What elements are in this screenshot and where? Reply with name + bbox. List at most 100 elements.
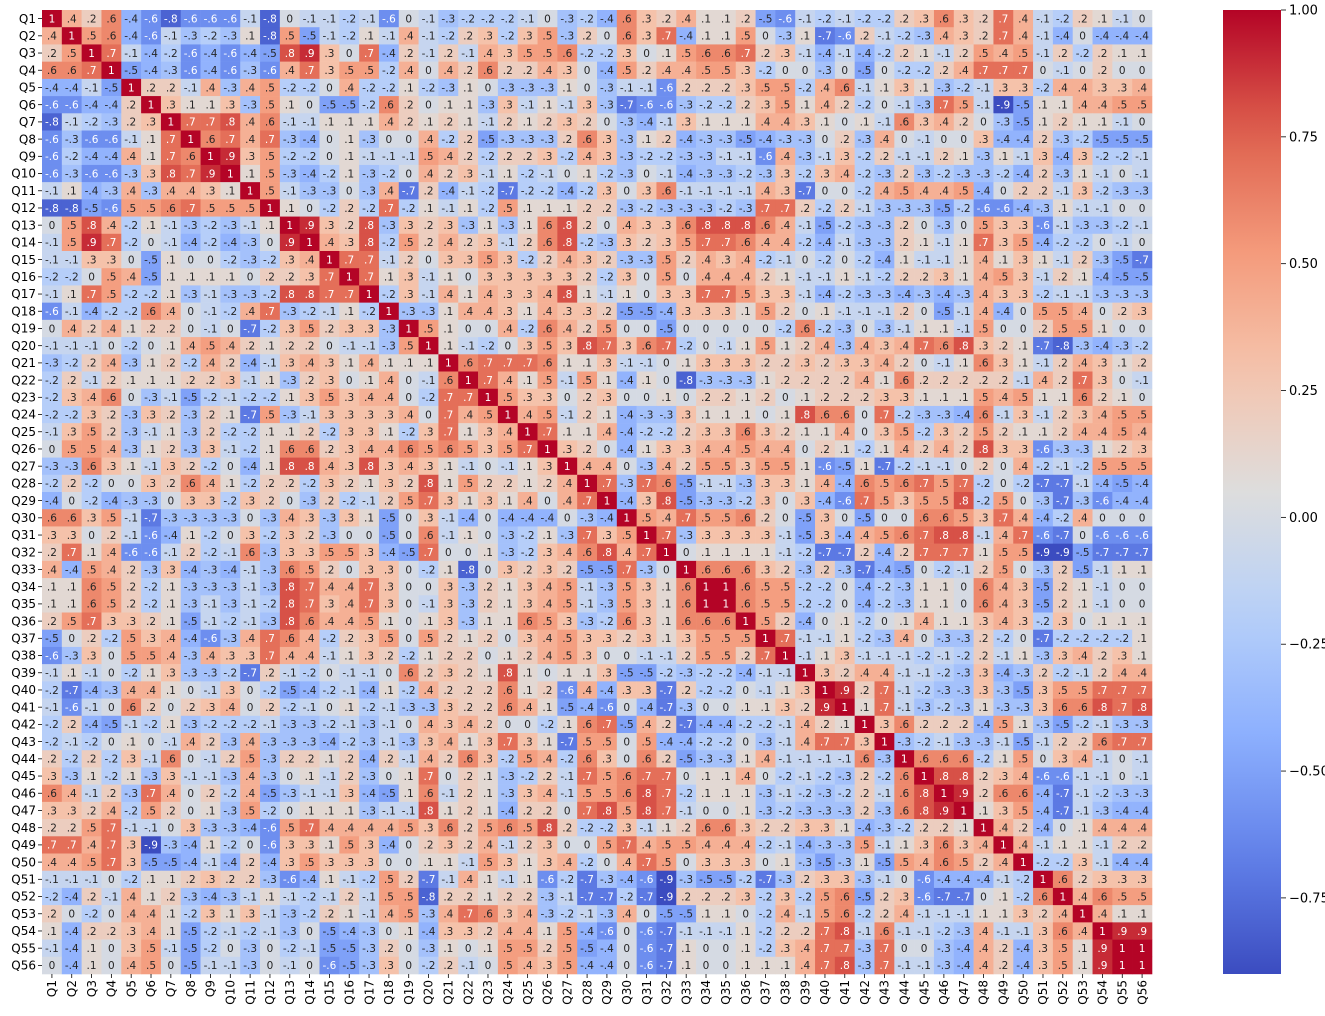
cell-value-label: -.3 xyxy=(501,547,515,559)
cell-value-label: .1 xyxy=(919,82,929,94)
cell-value-label: .6 xyxy=(622,31,632,43)
cell-value-label: .6 xyxy=(305,444,315,456)
cell-value-label: .4 xyxy=(285,513,295,525)
cell-value-label: .1 xyxy=(344,134,354,146)
cell-value-label: -.2 xyxy=(263,685,277,697)
cell-value-label: .6 xyxy=(741,427,751,439)
cell-value-label: .1 xyxy=(146,134,156,146)
cell-value-label: .8 xyxy=(661,495,671,507)
heatmap-cell xyxy=(894,10,915,28)
cell-value-label: -.6 xyxy=(1096,530,1110,542)
cell-value-label: .1 xyxy=(225,409,235,421)
cell-value-label: 0 xyxy=(326,668,333,680)
cell-value-label: .1 xyxy=(642,134,652,146)
cell-value-label: .4 xyxy=(364,444,374,456)
cell-value-label: .6 xyxy=(166,754,176,766)
cell-value-label: .3 xyxy=(642,186,652,198)
cell-value-label: .6 xyxy=(681,599,691,611)
cell-value-label: .4 xyxy=(1137,82,1147,94)
cell-value-label: 1 xyxy=(722,581,729,593)
cell-value-label: .5 xyxy=(1018,237,1028,249)
cell-value-label: 0 xyxy=(703,340,710,352)
cell-value-label: -.2 xyxy=(85,495,99,507)
cell-value-label: -.2 xyxy=(124,340,138,352)
cell-value-label: .3 xyxy=(661,237,671,249)
heatmap-cell xyxy=(973,10,994,28)
cell-value-label: .6 xyxy=(681,616,691,628)
cell-value-label: 1 xyxy=(148,99,155,111)
cell-value-label: -.4 xyxy=(1135,31,1149,43)
cell-value-label: -.4 xyxy=(1096,31,1110,43)
heatmap-cell xyxy=(160,27,182,45)
cell-value-label: -.1 xyxy=(243,564,257,576)
cell-value-label: 0 xyxy=(1119,599,1126,611)
cell-value-label: -.2 xyxy=(957,82,971,94)
cell-value-label: .5 xyxy=(998,564,1008,576)
cell-value-label: .1 xyxy=(364,375,374,387)
cell-value-label: .2 xyxy=(324,444,334,456)
cell-value-label: .1 xyxy=(166,685,176,697)
cell-value-label: .3 xyxy=(324,65,334,77)
cell-value-label: .1 xyxy=(384,358,394,370)
cell-value-label: .8 xyxy=(503,668,513,680)
cell-value-label: .3 xyxy=(344,513,354,525)
cell-value-label: .1 xyxy=(225,186,235,198)
cell-value-label: .2 xyxy=(146,616,156,628)
cell-value-label: .4 xyxy=(1097,409,1107,421)
cell-value-label: -.2 xyxy=(65,272,79,284)
cell-value-label: .1 xyxy=(661,48,671,60)
cell-value-label: .2 xyxy=(1078,13,1088,25)
cell-value-label: 0 xyxy=(861,427,868,439)
cell-value-label: .4 xyxy=(780,220,790,232)
cell-value-label: .2 xyxy=(523,151,533,163)
cell-value-label: -.1 xyxy=(204,599,218,611)
cell-value-label: -.1 xyxy=(541,168,555,180)
cell-value-label: -.3 xyxy=(878,289,892,301)
cell-value-label: .3 xyxy=(760,478,770,490)
cell-value-label: -.5 xyxy=(798,513,812,525)
heatmap-cell xyxy=(418,10,439,28)
heatmap-cell xyxy=(378,10,400,28)
cell-value-label: .2 xyxy=(67,375,77,387)
cell-value-label: -.9 xyxy=(996,99,1010,111)
cell-value-label: -.1 xyxy=(323,13,337,25)
cell-value-label: .5 xyxy=(979,427,989,439)
cell-value-label: -.3 xyxy=(184,513,198,525)
cell-value-label: 0 xyxy=(405,633,412,645)
cell-value-label: .1 xyxy=(87,771,97,783)
cell-value-label: .1 xyxy=(146,358,156,370)
cell-value-label: .4 xyxy=(780,444,790,456)
cell-value-label: -.2 xyxy=(501,754,515,766)
cell-value-label: -.7 xyxy=(243,409,257,421)
cell-value-label: -.2 xyxy=(263,530,277,542)
cell-value-label: -.1 xyxy=(85,82,99,94)
cell-value-label: -.4 xyxy=(977,719,991,731)
cell-value-label: .3 xyxy=(1018,581,1028,593)
cell-value-label: .1 xyxy=(661,616,671,628)
cell-value-label: .1 xyxy=(364,31,374,43)
cell-value-label: .4 xyxy=(106,564,116,576)
cell-value-label: -.4 xyxy=(1115,495,1129,507)
cell-value-label: .3 xyxy=(542,151,552,163)
cell-value-label: .1 xyxy=(979,547,989,559)
cell-value-label: 0 xyxy=(683,323,690,335)
cell-value-label: 1 xyxy=(326,254,333,266)
cell-value-label: .3 xyxy=(562,117,572,129)
cell-value-label: .4 xyxy=(503,427,513,439)
cell-value-label: -.6 xyxy=(1096,495,1110,507)
cell-value-label: -.5 xyxy=(184,392,198,404)
cell-value-label: .3 xyxy=(324,375,334,387)
cell-value-label: -.1 xyxy=(719,151,733,163)
cell-value-label: -.3 xyxy=(798,564,812,576)
cell-value-label: .3 xyxy=(701,306,711,318)
cell-value-label: 0 xyxy=(683,272,690,284)
cell-value-label: .2 xyxy=(760,48,770,60)
cell-value-label: .4 xyxy=(47,564,57,576)
cell-value-label: -.3 xyxy=(541,82,555,94)
cell-value-label: 1 xyxy=(623,513,630,525)
cell-value-label: -.2 xyxy=(124,237,138,249)
cell-value-label: .5 xyxy=(87,31,97,43)
cell-value-label: .3 xyxy=(998,289,1008,301)
cell-value-label: .1 xyxy=(1078,168,1088,180)
cell-value-label: -.5 xyxy=(1115,272,1129,284)
